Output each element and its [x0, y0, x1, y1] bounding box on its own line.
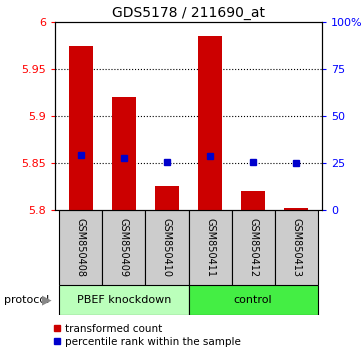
- Bar: [284, 208, 308, 210]
- Bar: [231, 210, 275, 285]
- Text: control: control: [234, 295, 273, 305]
- Bar: [69, 46, 93, 210]
- Bar: [188, 210, 231, 285]
- Text: protocol: protocol: [4, 295, 49, 305]
- Bar: [59, 210, 103, 285]
- Text: PBEF knockdown: PBEF knockdown: [77, 295, 171, 305]
- Text: GSM850408: GSM850408: [76, 218, 86, 277]
- Text: GSM850409: GSM850409: [119, 218, 129, 277]
- Bar: [155, 187, 179, 210]
- Text: GSM850413: GSM850413: [291, 218, 301, 277]
- Legend: transformed count, percentile rank within the sample: transformed count, percentile rank withi…: [53, 324, 242, 347]
- Bar: [241, 191, 265, 210]
- Text: GSM850411: GSM850411: [205, 218, 215, 277]
- Text: GSM850410: GSM850410: [162, 218, 172, 277]
- Bar: [103, 210, 145, 285]
- Bar: [145, 210, 188, 285]
- Bar: [188, 285, 318, 315]
- Text: ▶: ▶: [42, 293, 51, 307]
- Text: GSM850412: GSM850412: [248, 218, 258, 277]
- Bar: [112, 97, 136, 210]
- Bar: [59, 285, 188, 315]
- Title: GDS5178 / 211690_at: GDS5178 / 211690_at: [112, 6, 265, 19]
- Bar: [198, 36, 222, 210]
- Bar: [275, 210, 318, 285]
